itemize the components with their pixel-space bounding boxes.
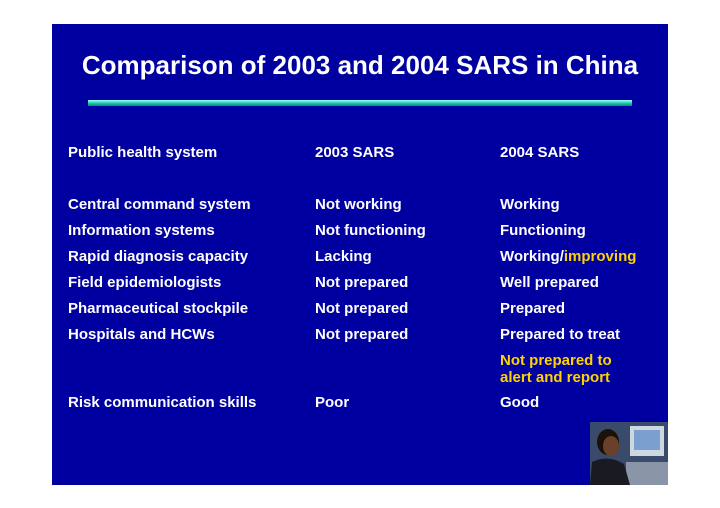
table-cell: Pharmaceutical stockpile	[68, 300, 249, 317]
header-cell: 2004 SARS	[500, 144, 580, 161]
table-cell: Poor	[315, 394, 350, 411]
table-cell: Well prepared	[500, 274, 599, 291]
table-cell: Rapid diagnosis capacity	[68, 248, 249, 265]
table-cell: Information systems	[68, 222, 215, 239]
header-cell: 2003 SARS	[315, 144, 395, 161]
table-cell: Good	[500, 394, 540, 411]
table-cell: Risk communication skills	[68, 394, 257, 411]
header-cell: Public health system	[68, 144, 218, 161]
table-cell: Prepared to treat	[500, 326, 621, 343]
table-cell: Lacking	[315, 248, 372, 265]
note-line: Not prepared to	[500, 352, 612, 369]
slide: Comparison of 2003 and 2004 SARS in Chin…	[52, 24, 668, 485]
photo	[590, 422, 668, 485]
table-cell: Functioning	[500, 222, 586, 239]
table-cell: Not functioning	[315, 222, 426, 239]
title-rule	[88, 100, 632, 106]
table-cell: Central command system	[68, 196, 251, 213]
table-cell: Not prepared	[315, 326, 409, 343]
table-cell: Not working	[315, 196, 402, 213]
table-cell: Not prepared	[315, 300, 409, 317]
table-cell: Working	[500, 196, 560, 213]
slide-title: Comparison of 2003 and 2004 SARS in Chin…	[81, 50, 639, 80]
text-segment: improving	[563, 248, 637, 265]
table-cell: Prepared	[500, 300, 566, 317]
table-cell: Working/improving	[500, 248, 636, 265]
table-cell: Hospitals and HCWs	[68, 326, 215, 343]
table-cell: Not prepared	[315, 274, 409, 291]
note-line: alert and report	[500, 369, 611, 386]
table-cell: Field epidemiologists	[68, 274, 222, 291]
text-segment: Working/	[500, 248, 564, 265]
